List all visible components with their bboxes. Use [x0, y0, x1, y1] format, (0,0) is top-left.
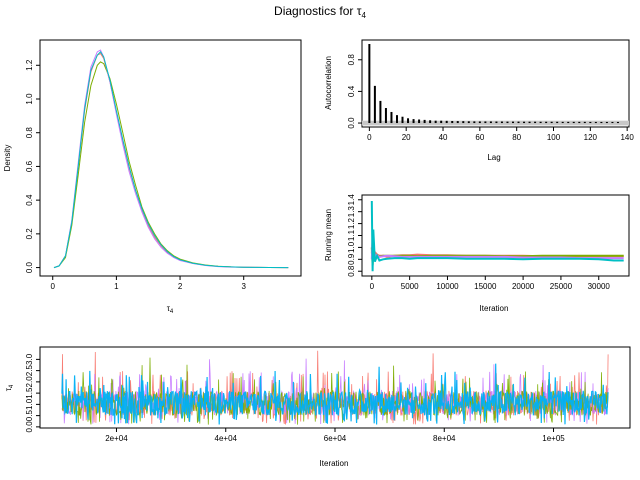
autocorrelation-xtick-label: 0 — [367, 133, 372, 142]
autocorrelation-frame — [361, 39, 630, 128]
autocorrelation-ylabel: Autocorrelation — [324, 56, 333, 110]
density-ytick-label: 0.6 — [25, 160, 34, 172]
running-mean-series-4 — [370, 200, 624, 272]
running-mean-ytick-label: 0.9 — [347, 253, 356, 265]
autocorrelation-ytick-label: 0.8 — [347, 54, 356, 66]
density-ytick-label: 0.0 — [25, 261, 34, 273]
running-mean-xlabel: Iteration — [480, 304, 509, 313]
running-mean-ytick-label: 1.1 — [347, 229, 356, 241]
density-panel: 0 1 2 3 0.0 0.2 0.4 0.6 0.8 1.0 1.2 τ4 Density — [3, 39, 302, 315]
running-mean-series-1 — [370, 241, 624, 258]
autocorrelation-ticks: 0 20 40 60 80 100 120 140 0.0 0.4 0.8 — [347, 54, 634, 142]
running-mean-xtick-label: 10000 — [436, 282, 459, 291]
trace-series-3 — [61, 357, 609, 425]
autocorrelation-xtick-label: 140 — [620, 133, 634, 142]
autocorrelation-ytick-label: 0.0 — [347, 117, 356, 129]
figure-title: Diagnostics for τ4 — [274, 4, 366, 20]
density-series-4 — [53, 50, 289, 269]
running-mean-xtick-label: 5000 — [401, 282, 419, 291]
trace-ytick-label: 2.0 — [25, 376, 34, 388]
autocorrelation-xtick-label: 20 — [402, 133, 411, 142]
trace-ytick-label: 3.0 — [25, 353, 34, 365]
running-mean-ytick-label: 1.3 — [347, 206, 356, 218]
running-mean-xtick-label: 15000 — [474, 282, 497, 291]
running-mean-xtick-label: 30000 — [588, 282, 611, 291]
running-mean-xtick-label: 25000 — [550, 282, 573, 291]
running-mean-xtick-label: 0 — [370, 282, 375, 291]
density-xtick-label: 2 — [178, 282, 183, 291]
density-ytick-label: 0.8 — [25, 127, 34, 139]
running-mean-panel: 0 5000 10000 15000 20000 25000 300000.80.91.01… — [324, 194, 630, 313]
density-ytick-label: 0.4 — [25, 194, 34, 206]
running-mean-ytick-label: 1.0 — [347, 241, 356, 253]
trace-ytick-label: 0.5 — [25, 410, 34, 422]
trace-ytick-label: 0.0 — [25, 421, 34, 433]
density-ytick-label: 1.2 — [25, 59, 34, 71]
density-ytick-label: 0.2 — [25, 228, 34, 240]
density-xtick-label: 3 — [241, 282, 246, 291]
density-series-2 — [53, 61, 289, 269]
trace-ylabel: τ4 — [4, 384, 15, 391]
trace-ticks: 2e+04 4e+04 6e+04 8e+04 1e+05 0.00.51.01.52.0… — [25, 353, 565, 443]
running-mean-ylabel: Running mean — [324, 209, 333, 261]
density-series-1 — [53, 52, 289, 269]
density-lines — [53, 49, 289, 269]
running-mean-lines — [370, 200, 624, 272]
trace-panel: 2e+04 4e+04 6e+04 8e+04 1e+05 0.00.51.01.52.0… — [4, 346, 631, 468]
trace-ytick-label: 1.0 — [25, 398, 34, 410]
autocorrelation-xtick-label: 120 — [584, 133, 598, 142]
density-ticks: 0 1 2 3 0.0 0.2 0.4 0.6 0.8 1.0 1.2 — [25, 59, 246, 291]
trace-xtick-label: 6e+04 — [324, 434, 347, 443]
trace-xtick-label: 1e+05 — [542, 434, 565, 443]
running-mean-ytick-label: 0.8 — [347, 265, 356, 277]
autocorrelation-xlabel: Lag — [487, 153, 500, 162]
running-mean-frame — [361, 194, 630, 277]
density-xlabel: τ4 — [167, 304, 174, 315]
trace-ytick-label: 2.5 — [25, 365, 34, 377]
running-mean-ytick-label: 1.4 — [347, 194, 356, 206]
running-mean-xtick-label: 20000 — [512, 282, 535, 291]
trace-xtick-label: 2e+04 — [105, 434, 128, 443]
trace-ytick-label: 1.5 — [25, 387, 34, 399]
autocorrelation-panel: 0 20 40 60 80 100 120 140 0.0 0.4 0.8 Lag Autocorr… — [324, 39, 634, 162]
trace-series-1 — [61, 350, 609, 425]
trace-series-4 — [61, 363, 609, 425]
trace-xtick-label: 8e+04 — [433, 434, 456, 443]
autocorrelation-xtick-label: 60 — [475, 133, 484, 142]
trace-xlabel: Iteration — [320, 459, 349, 468]
running-mean-ticks: 0 5000 10000 15000 20000 25000 300000.80.91.01… — [347, 194, 610, 291]
density-ytick-label: 1.0 — [25, 93, 34, 105]
autocorrelation-ytick-label: 0.4 — [347, 85, 356, 97]
density-frame — [39, 39, 302, 277]
density-xtick-label: 1 — [114, 282, 119, 291]
autocorrelation-xtick-label: 40 — [439, 133, 448, 142]
density-xtick-label: 0 — [51, 282, 56, 291]
autocorrelation-bars — [362, 43, 629, 126]
trace-lines — [61, 350, 609, 425]
running-mean-ytick-label: 1.2 — [347, 217, 356, 229]
trace-xtick-label: 4e+04 — [215, 434, 238, 443]
autocorrelation-xtick-label: 100 — [547, 133, 561, 142]
autocorrelation-xtick-label: 80 — [512, 133, 521, 142]
density-ylabel: Density — [3, 145, 12, 172]
